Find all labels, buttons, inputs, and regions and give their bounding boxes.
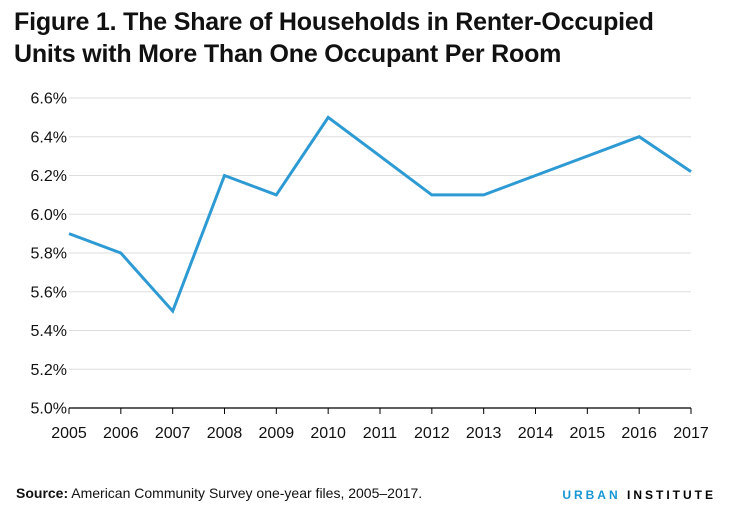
y-tick-label: 5.0% bbox=[31, 401, 67, 418]
grid-lines bbox=[69, 97, 691, 370]
source-text: American Community Survey one-year files… bbox=[68, 485, 423, 501]
urban-institute-logo: URBAN INSTITUTE bbox=[562, 488, 716, 502]
x-tick-label: 2016 bbox=[621, 425, 657, 442]
logo-word-urban: URBAN bbox=[562, 488, 621, 502]
x-tick-label: 2009 bbox=[259, 425, 295, 442]
source-note: Source: American Community Survey one-ye… bbox=[16, 485, 422, 501]
chart-title: Figure 1. The Share of Households in Ren… bbox=[14, 6, 729, 70]
y-tick-label: 6.2% bbox=[31, 168, 67, 185]
x-tick-label: 2017 bbox=[673, 425, 709, 442]
x-tick-labels: 2005 2006 2007 2008 2009 2010 2011 2012 2013 2014… bbox=[51, 425, 709, 442]
y-tick-label: 6.6% bbox=[31, 91, 67, 108]
x-tick-label: 2008 bbox=[207, 425, 243, 442]
y-tick-label: 5.6% bbox=[31, 284, 67, 301]
x-tick-label: 2007 bbox=[155, 425, 191, 442]
chart-title-line-2: Units with More Than One Occupant Per Ro… bbox=[14, 40, 562, 68]
y-tick-label: 5.4% bbox=[31, 323, 67, 340]
y-tick-label: 5.2% bbox=[31, 362, 67, 379]
chart-title-line-1: Figure 1. The Share of Households in Ren… bbox=[14, 8, 654, 36]
axes bbox=[68, 407, 692, 414]
x-tick-label: 2015 bbox=[570, 425, 606, 442]
x-tick-label: 2006 bbox=[103, 425, 139, 442]
source-label: Source: bbox=[16, 485, 69, 501]
logo-word-institute: INSTITUTE bbox=[627, 488, 716, 502]
y-tick-label: 5.8% bbox=[31, 246, 67, 263]
series-line bbox=[68, 115, 692, 314]
y-tick-labels: 5.0% 5.2% 5.4% 5.6% 5.8% 6.0% 6.2% 6.4% 6.6% bbox=[31, 91, 67, 418]
x-tick-label: 2012 bbox=[414, 425, 450, 442]
x-tick-label: 2010 bbox=[310, 425, 346, 442]
x-tick-label: 2014 bbox=[518, 425, 554, 442]
x-tick-label: 2005 bbox=[51, 425, 87, 442]
series-layer bbox=[68, 115, 692, 314]
y-tick-label: 6.0% bbox=[31, 207, 67, 224]
x-tick-label: 2011 bbox=[363, 425, 398, 442]
y-tick-label: 6.4% bbox=[31, 129, 67, 146]
x-tick-label: 2013 bbox=[466, 425, 502, 442]
